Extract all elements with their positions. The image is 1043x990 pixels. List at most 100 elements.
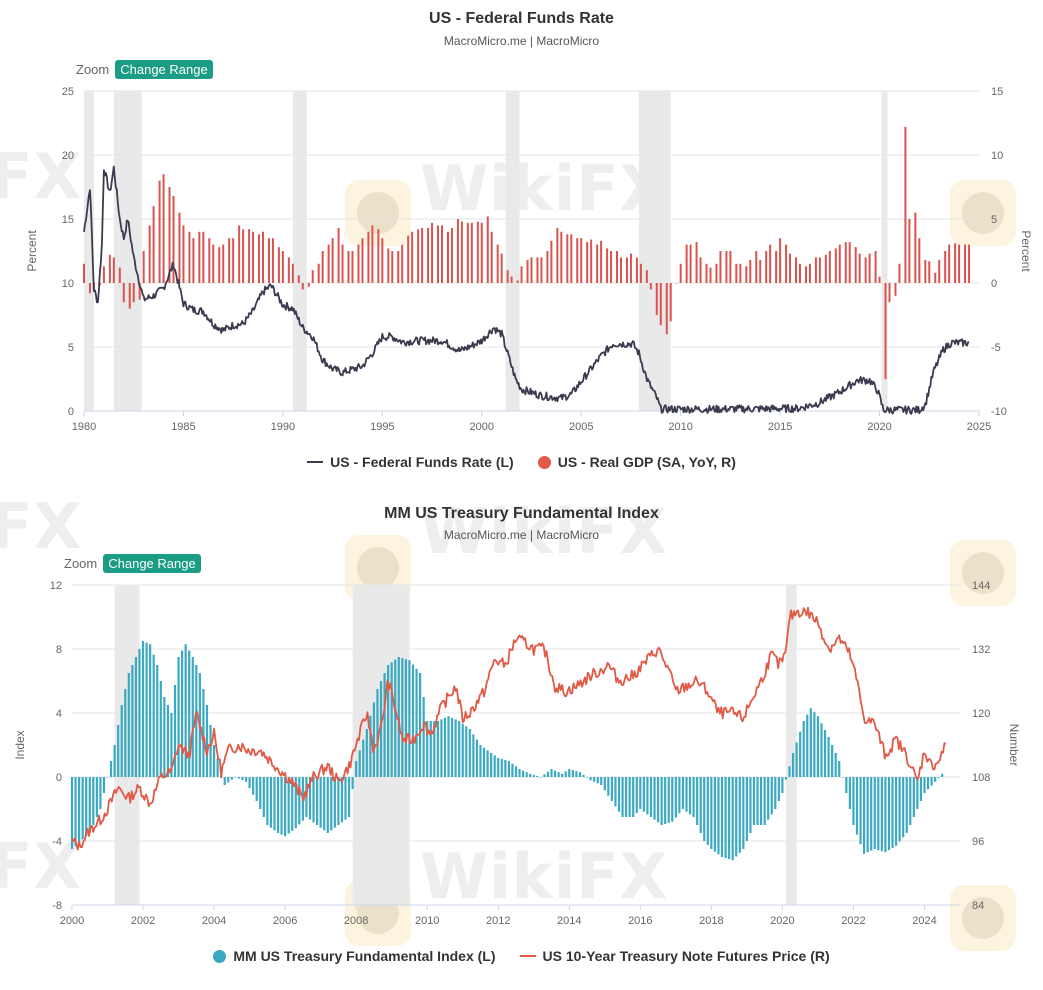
bar-mark: [431, 222, 434, 283]
bar-mark: [401, 244, 404, 283]
bar-mark: [223, 777, 226, 785]
bar-mark: [864, 257, 867, 283]
bar-mark: [321, 251, 324, 283]
bar-mark: [88, 777, 91, 833]
bar-mark: [671, 777, 674, 822]
legend-item-fed-funds-rate[interactable]: US - Federal Funds Rate (L): [307, 454, 514, 470]
bar-mark: [181, 650, 184, 777]
bar-mark: [248, 777, 251, 789]
bar-mark: [369, 715, 372, 777]
bar-mark: [514, 766, 518, 777]
bar-mark: [795, 742, 798, 777]
bar-mark: [417, 229, 420, 283]
legend-dot-icon: [213, 949, 227, 963]
bar-mark: [941, 773, 944, 777]
bar-mark: [466, 222, 469, 283]
y-right-tick-label: -10: [991, 406, 1007, 418]
bar-mark: [596, 244, 599, 283]
bar-mark: [669, 283, 672, 322]
bar-mark: [710, 777, 713, 849]
bar-mark: [781, 777, 784, 793]
y-left-axis-title: Index: [13, 730, 27, 759]
bar-mark: [106, 777, 109, 778]
bar-mark: [765, 251, 768, 283]
bar-mark: [166, 705, 170, 777]
bar-mark: [645, 270, 648, 283]
legend-item-treasury-futures[interactable]: US 10-Year Treasury Note Futures Price (…: [519, 948, 830, 964]
bar-mark: [252, 777, 255, 795]
zoom-label: Zoom: [64, 556, 98, 571]
bar-mark: [377, 229, 380, 283]
bar-mark: [589, 777, 592, 781]
bar-mark: [269, 777, 273, 828]
bar-mark: [108, 254, 111, 283]
bar-mark: [632, 777, 635, 817]
change-range-button[interactable]: Change Range: [115, 60, 213, 79]
bar-mark: [729, 251, 732, 283]
bar-mark: [273, 777, 276, 831]
bar-mark: [390, 662, 393, 777]
bar-mark: [81, 777, 84, 840]
bar-mark: [230, 777, 233, 780]
bar-mark: [880, 777, 883, 852]
bar-mark: [511, 763, 514, 777]
bar-mark: [914, 212, 917, 283]
bar-mark: [163, 697, 166, 777]
bar-mark: [510, 276, 513, 283]
bar-mark: [916, 777, 919, 809]
bar-mark: [383, 673, 386, 777]
bar-mark: [408, 660, 411, 777]
bar-mark: [720, 777, 724, 857]
bar-mark: [918, 238, 921, 283]
bar-mark: [617, 777, 621, 812]
bar-mark: [426, 721, 429, 777]
y-right-tick-label: 132: [972, 644, 990, 656]
bar-mark: [808, 263, 811, 283]
bar-mark: [823, 730, 827, 777]
bar-mark: [767, 777, 770, 820]
bar-mark: [252, 231, 255, 283]
bar-mark: [898, 263, 901, 283]
bar-mark: [699, 777, 702, 833]
bar-mark: [848, 242, 851, 283]
bar-mark: [578, 772, 582, 777]
y-right-tick-label: 0: [991, 278, 997, 290]
bar-mark: [799, 263, 801, 283]
bar-mark: [496, 244, 499, 283]
legend-item-treasury-index[interactable]: MM US Treasury Fundamental Index (L): [213, 948, 496, 964]
x-tick-label: 2002: [131, 915, 155, 927]
legend-item-real-gdp[interactable]: US - Real GDP (SA, YoY, R): [537, 454, 736, 470]
series-line: [71, 606, 947, 851]
bar-mark: [394, 659, 397, 777]
bar-mark: [818, 257, 821, 283]
bar-mark: [769, 244, 772, 283]
bar-mark: [461, 723, 464, 777]
bar-mark: [629, 253, 632, 283]
bar-mark: [212, 244, 215, 283]
y-right-axis-title: Number: [1007, 724, 1021, 767]
bar-mark: [78, 777, 81, 843]
bar-mark: [868, 253, 871, 283]
bar-mark: [709, 267, 712, 283]
treasury-index-plot[interactable]: -8 -4 0 4 8 12 84 96 108 120 132 144 2000 2002 2004 200…: [0, 495, 1043, 990]
bar-mark: [138, 649, 141, 777]
y-left-tick-label: 15: [62, 214, 74, 226]
bar-mark: [238, 225, 241, 283]
legend-dot-icon: [537, 455, 551, 469]
bar-mark: [844, 242, 847, 283]
change-range-button[interactable]: Change Range: [103, 554, 201, 573]
bar-mark: [212, 745, 216, 777]
x-tick-label: 2022: [841, 915, 865, 927]
bar-mark: [312, 777, 315, 823]
bar-mark: [218, 247, 221, 283]
bar-mark: [404, 659, 407, 777]
bar-mark: [351, 251, 354, 283]
bar-mark: [756, 777, 759, 825]
x-tick-label: 2004: [202, 915, 226, 927]
bar-mark: [774, 777, 777, 809]
bar-mark: [433, 721, 436, 777]
bar-mark: [731, 777, 734, 861]
bar-mark: [429, 721, 432, 777]
bar-mark: [703, 777, 706, 841]
